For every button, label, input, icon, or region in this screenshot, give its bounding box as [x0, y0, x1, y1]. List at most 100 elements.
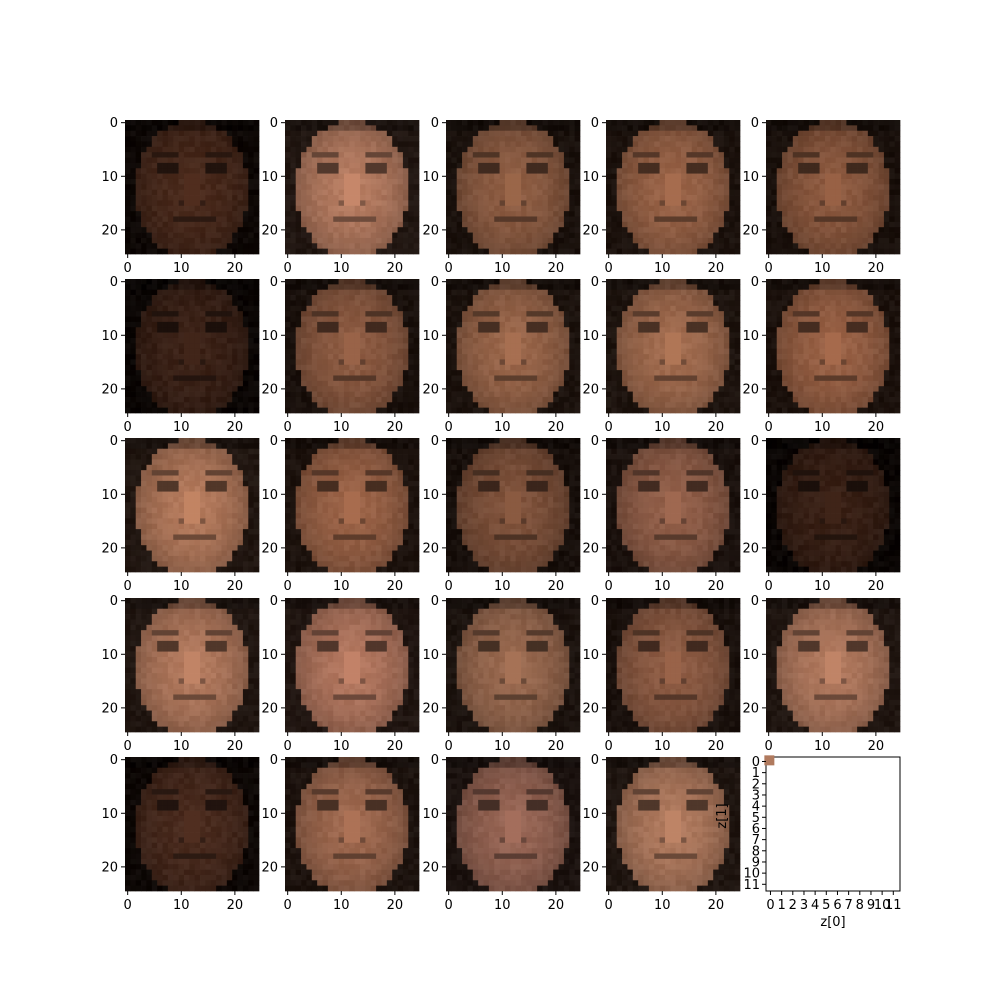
image-pixel [226, 189, 233, 196]
image-pixel [611, 141, 618, 148]
image-pixel [194, 157, 201, 164]
image-pixel [237, 289, 244, 296]
image-pixel [290, 311, 297, 317]
image-pixel [883, 221, 890, 228]
image-pixel [221, 354, 228, 360]
image-pixel [734, 237, 741, 244]
image-pixel [889, 141, 895, 148]
image-pixel [232, 178, 238, 185]
image-pixel [392, 173, 398, 180]
image-pixel [301, 295, 307, 301]
image-pixel [569, 343, 575, 350]
image-pixel [883, 216, 890, 223]
image-pixel [317, 248, 323, 255]
image-pixel [343, 332, 350, 339]
image-pixel [183, 279, 190, 285]
image-pixel [135, 380, 142, 387]
image-pixel [787, 248, 794, 255]
image-pixel [521, 348, 527, 355]
image-pixel [242, 337, 249, 344]
image-pixel [306, 141, 313, 148]
image-pixel [381, 402, 388, 408]
image-pixel [317, 402, 323, 408]
image-pixel [221, 375, 228, 382]
image-pixel [456, 130, 463, 137]
image-pixel [381, 332, 388, 339]
image-pixel [135, 407, 142, 414]
image-pixel [210, 386, 217, 392]
image-pixel [547, 130, 554, 137]
image-pixel [467, 248, 474, 255]
image-pixel [798, 237, 804, 244]
image-pixel [135, 125, 142, 132]
image-pixel [402, 237, 409, 244]
image-pixel [606, 248, 612, 255]
image-pixel [808, 227, 815, 233]
image-pixel [226, 289, 233, 296]
image-pixel [456, 141, 463, 148]
image-pixel [295, 289, 302, 296]
image-pixel [311, 227, 318, 233]
image-pixel [232, 157, 238, 164]
image-pixel [248, 152, 254, 158]
image-pixel [151, 248, 158, 255]
image-pixel [306, 364, 313, 371]
image-pixel [354, 243, 361, 249]
image-pixel [472, 391, 479, 398]
image-pixel [537, 380, 543, 387]
image-pixel [408, 141, 414, 148]
image-pixel [189, 184, 196, 191]
image-pixel [386, 396, 393, 403]
image-pixel [205, 189, 212, 196]
image-pixel [835, 184, 842, 191]
image-pixel [451, 237, 458, 244]
image-pixel [616, 130, 623, 137]
image-pixel [542, 195, 549, 201]
image-pixel [670, 211, 677, 217]
image-pixel [226, 178, 233, 185]
image-pixel [146, 370, 153, 376]
image-pixel [675, 173, 682, 180]
image-pixel [803, 195, 810, 201]
image-pixel [782, 125, 788, 132]
image-pixel [824, 141, 831, 148]
image-pixel [130, 189, 137, 196]
image-pixel [488, 162, 495, 169]
image-pixel [392, 178, 398, 185]
image-pixel [216, 130, 222, 137]
image-pixel [354, 391, 361, 398]
image-pixel [370, 311, 377, 317]
image-pixel [194, 402, 201, 408]
image-pixel [333, 348, 339, 355]
image-pixel [311, 221, 318, 228]
image-pixel [569, 386, 575, 392]
image-pixel [883, 211, 890, 217]
image-pixel [558, 178, 565, 185]
image-pixel [210, 184, 217, 191]
image-pixel [151, 396, 158, 403]
image-pixel [526, 168, 533, 174]
image-pixel [718, 162, 725, 169]
image-pixel [333, 248, 339, 255]
image-pixel [370, 305, 377, 312]
image-pixel [782, 120, 788, 126]
image-pixel [494, 348, 500, 355]
image-pixel [857, 243, 863, 249]
image-pixel [808, 189, 815, 196]
image-pixel [515, 168, 522, 174]
image-pixel [686, 248, 693, 255]
image-pixel [787, 205, 794, 212]
image-pixel [798, 221, 804, 228]
image-pixel [162, 227, 169, 233]
image-pixel [327, 211, 334, 217]
image-pixel [681, 200, 687, 207]
image-pixel [787, 227, 794, 233]
image-pixel [125, 337, 131, 344]
image-pixel [878, 141, 885, 148]
image-pixel [221, 348, 228, 355]
image-pixel [125, 130, 131, 137]
image-pixel [792, 189, 799, 196]
image-pixel [563, 232, 570, 239]
image-pixel [472, 248, 479, 255]
image-pixel [824, 195, 831, 201]
